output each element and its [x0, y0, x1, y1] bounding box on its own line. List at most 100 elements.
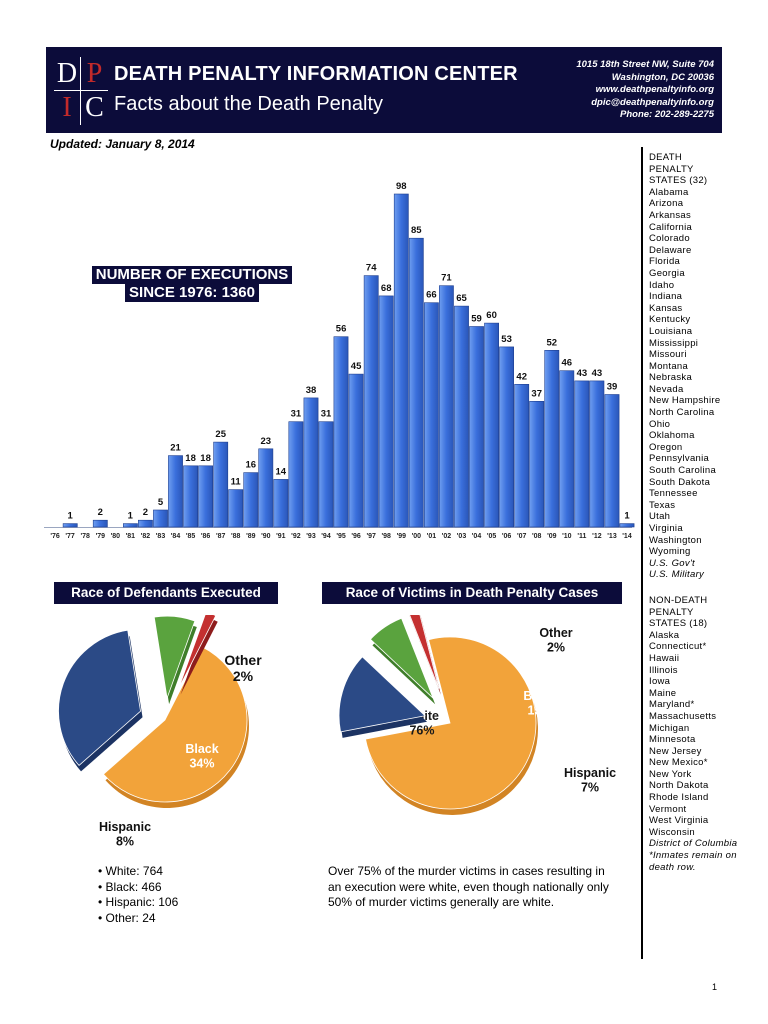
defendant-counts-list: White: 764 Black: 466 Hispanic: 106 Othe… — [98, 864, 179, 927]
tick-label-07: '07 — [517, 533, 527, 540]
dp-state-4: Colorado — [649, 233, 690, 245]
bar-79 — [92, 519, 108, 528]
bar-94 — [318, 421, 334, 528]
bar-label-97: 74 — [366, 263, 377, 274]
ndp-state-9: Minnesota — [649, 734, 696, 746]
pie-slice-white — [365, 636, 537, 810]
bar-label-77: 1 — [67, 511, 73, 522]
bar-87 — [213, 441, 229, 528]
bar-01 — [423, 302, 439, 528]
bar-12 — [589, 380, 605, 528]
tick-label-14: '14 — [622, 533, 632, 540]
ndp-state-3: Illinois — [649, 664, 678, 676]
ndp-state-13: North Dakota — [649, 780, 709, 792]
dp-state-3: California — [649, 221, 693, 233]
tick-label-88: '88 — [231, 533, 241, 540]
header-banner: D P I C DEATH PENALTY INFORMATION CENTER… — [46, 47, 722, 133]
tick-label-86: '86 — [201, 533, 211, 540]
non-death-penalty-states-list: Alaska Connecticut* Hawaii Illinois Iowa Main… — [649, 630, 764, 850]
ndp-state-16: West Virginia — [649, 815, 709, 827]
non-death-penalty-states-title: NON-DEATH PENALTY STATES (18) — [649, 594, 708, 630]
tick-label-08: '08 — [532, 533, 542, 540]
bar-label-95: 56 — [336, 324, 347, 335]
ndp-state-7: Massachusetts — [649, 710, 717, 722]
dp-state-25: South Dakota — [649, 476, 711, 488]
bar-label-84: 21 — [170, 443, 181, 454]
dp-state-5: Delaware — [649, 244, 692, 256]
tick-label-87: '87 — [216, 533, 226, 540]
death-penalty-states-title: DEATH PENALTY STATES (32) — [649, 152, 708, 187]
bar-label-81: 1 — [128, 511, 134, 522]
dp-state-27: Texas — [649, 499, 676, 511]
tick-label-00: '00 — [412, 533, 422, 540]
bar-00 — [408, 237, 424, 528]
death-penalty-states-list: Alabama Arizona Arkansas California Colorado… — [649, 187, 764, 581]
bar-label-04: 59 — [471, 314, 482, 325]
bar-label-03: 65 — [456, 293, 467, 304]
tick-label-82: '82 — [141, 533, 151, 540]
dp-state-15: Montana — [649, 360, 689, 372]
ndp-state-0: Alaska — [649, 629, 680, 641]
tick-label-84: '84 — [171, 533, 181, 540]
executions-title-line-2: SINCE 1976: 1360 — [125, 284, 259, 302]
tick-label-11: '11 — [577, 533, 586, 540]
count-other: Other: 24 — [98, 911, 178, 927]
ndp-state-17: Wisconsin — [649, 826, 695, 838]
tick-label-83: '83 — [156, 533, 166, 540]
bar-92 — [288, 421, 304, 528]
bar-label-90: 23 — [261, 436, 272, 447]
pie-slice-hispanic — [153, 615, 196, 699]
bar-90 — [258, 448, 274, 528]
logo-letter-i: I — [54, 91, 81, 125]
contact-info: 1015 18th Street NW, Suite 704 Washingto… — [576, 59, 714, 122]
tick-label-79: '79 — [96, 533, 106, 540]
bar-98 — [378, 295, 394, 528]
ndp-state-11: New Mexico* — [649, 757, 708, 769]
tick-label-12: '12 — [592, 533, 602, 540]
pie-label-other: Other 2% — [224, 652, 262, 684]
tick-label-85: '85 — [186, 533, 196, 540]
count-white: White: 764 — [98, 864, 178, 880]
victims-paragraph: Over 75% of the murder victims in cases … — [328, 864, 609, 909]
bar-93 — [303, 397, 319, 528]
bar-05 — [484, 322, 499, 528]
bar-06 — [499, 346, 514, 528]
bar-83 — [153, 509, 168, 528]
tick-label-76: '76 — [50, 533, 60, 540]
ndp-state-2: Hawaii — [649, 652, 680, 664]
bar-label-86: 18 — [200, 453, 211, 464]
bar-84 — [168, 455, 183, 528]
bar-label-12: 43 — [592, 368, 603, 379]
org-name: DEATH PENALTY INFORMATION CENTER — [114, 63, 518, 85]
bar-99 — [393, 193, 409, 528]
bar-label-92: 31 — [291, 409, 302, 420]
bar-label-13: 39 — [607, 382, 618, 393]
ndp-state-6: Maryland* — [649, 699, 695, 711]
dp-state-18: New Hampshire — [649, 395, 721, 407]
bar-label-99: 98 — [396, 181, 407, 192]
dp-state-14: Missouri — [649, 349, 687, 361]
bar-label-02: 71 — [441, 273, 452, 284]
bar-89 — [243, 472, 259, 528]
dp-state-6: Florida — [649, 256, 681, 268]
ndp-state-10: New Jersey — [649, 745, 702, 757]
tick-label-81: '81 — [126, 533, 136, 540]
updated-date: Updated: January 8, 2014 — [50, 137, 195, 151]
tick-label-94: '94 — [321, 533, 331, 540]
bar-label-87: 25 — [215, 429, 226, 440]
bar-label-08: 37 — [531, 388, 542, 399]
bar-82 — [138, 519, 153, 528]
pie-slice-other — [178, 615, 217, 689]
ndp-state-1: Connecticut* — [649, 641, 707, 653]
tick-label-96: '96 — [351, 533, 361, 540]
pie-slice-black — [58, 629, 141, 766]
tick-label-09: '09 — [547, 533, 557, 540]
bar-02 — [438, 285, 454, 528]
website-link[interactable]: www.deathpenaltyinfo.org — [595, 84, 714, 95]
dp-state-11: Kentucky — [649, 314, 691, 326]
bar-13 — [604, 394, 620, 528]
org-tagline: Facts about the Death Penalty — [114, 93, 384, 115]
email-link[interactable]: dpic@deathpenaltyinfo.org — [591, 96, 714, 108]
pie-label-hispanic: Hispanic 7% — [564, 766, 616, 795]
